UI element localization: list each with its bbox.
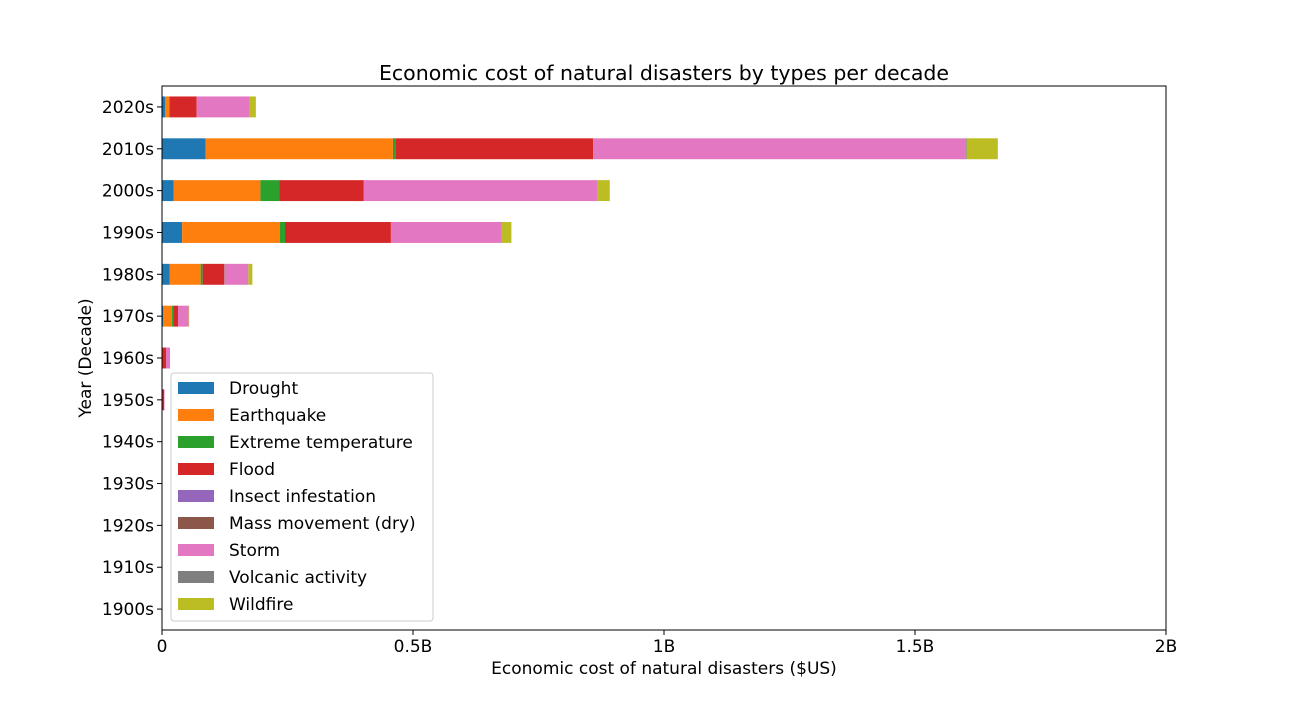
bar-segment (162, 347, 167, 369)
legend-swatch (178, 463, 214, 475)
legend-swatch (178, 571, 214, 583)
bar-segment (279, 222, 285, 243)
y-axis: 1900s 1910s 1920s 1930s 1940s 1950s 1960s 1970s… (102, 98, 162, 620)
bar-segment (173, 180, 261, 202)
legend-label: Volcanic activity (229, 568, 367, 588)
legend-label: Drought (229, 379, 298, 399)
bar-segment (966, 138, 998, 160)
chart-title: Economic cost of natural disasters by ty… (379, 61, 949, 85)
y-tick-label: 1940s (102, 433, 154, 453)
bar-segment (165, 96, 170, 118)
y-tick-label: 2020s (102, 98, 154, 118)
y-tick-label: 1900s (102, 600, 154, 620)
bar-segment (200, 263, 203, 285)
bar-segment (162, 389, 165, 411)
bar-segment (965, 138, 967, 160)
bar-segment (162, 222, 183, 243)
legend-swatch (178, 517, 214, 529)
x-axis: 0 0.5B 1B 1.5B 2B (157, 630, 1177, 657)
y-tick-label: 1960s (102, 349, 154, 369)
bar-segment (162, 263, 170, 285)
bar-segment (260, 180, 280, 202)
x-tick-label: 0 (157, 637, 168, 657)
bar-segment (501, 222, 512, 243)
legend-swatch (178, 409, 214, 421)
bar-segment (597, 180, 610, 202)
bar-segment (162, 180, 174, 202)
bars (162, 96, 998, 494)
x-tick-label: 1.5B (896, 637, 935, 657)
bar-segment (196, 96, 250, 118)
legend-swatch (178, 436, 214, 448)
bar-segment (182, 222, 280, 243)
bar-segment (178, 305, 189, 327)
x-tick-label: 2B (1155, 637, 1177, 657)
legend-frame (170, 372, 434, 622)
legend-items: Drought Earthquake Extreme temperature Floo… (178, 379, 416, 615)
bar-segment (224, 263, 225, 285)
bar-segment (166, 347, 171, 369)
legend-swatch (178, 490, 214, 502)
bar-segment (162, 138, 206, 160)
bar-segment (249, 96, 256, 118)
legend-label: Storm (229, 541, 280, 561)
bar-segment (173, 305, 179, 327)
bar-segment (279, 180, 364, 202)
y-tick-label: 1930s (102, 475, 154, 495)
bar-segment (169, 263, 201, 285)
legend-swatch (178, 382, 214, 394)
legend-label: Earthquake (229, 406, 326, 426)
legend: Drought Earthquake Extreme temperature Floo… (170, 372, 434, 622)
bar-segment (169, 96, 197, 118)
bar-segment (163, 305, 173, 327)
legend-label: Insect infestation (229, 487, 376, 507)
bar-segment (395, 138, 594, 160)
legend-swatch (178, 598, 214, 610)
bar-segment (164, 389, 165, 411)
legend-label: Extreme temperature (229, 433, 413, 453)
bar-segment (392, 138, 396, 160)
y-tick-label: 1920s (102, 516, 154, 536)
bar-segment (363, 180, 598, 202)
legend-label: Flood (229, 460, 275, 480)
bar-segment (501, 222, 502, 243)
y-tick-label: 1970s (102, 307, 154, 327)
x-axis-label: Economic cost of natural disasters ($US) (491, 659, 837, 679)
y-tick-label: 1990s (102, 223, 154, 243)
x-tick-label: 0.5B (394, 637, 433, 657)
y-tick-label: 1910s (102, 558, 154, 578)
legend-label: Mass movement (dry) (229, 514, 416, 534)
legend-swatch (178, 544, 214, 556)
y-tick-label: 1980s (102, 265, 154, 285)
x-tick-label: 1B (653, 637, 675, 657)
bar-segment (593, 138, 966, 160)
bar-segment (172, 305, 174, 327)
bar-segment (162, 96, 166, 118)
bar-segment (248, 263, 253, 285)
y-tick-label: 2010s (102, 140, 154, 160)
y-tick-label: 2000s (102, 182, 154, 202)
y-axis-label: Year (Decade) (76, 298, 96, 418)
legend-label: Wildfire (229, 595, 293, 615)
bar-segment (390, 222, 502, 243)
bar-segment (202, 263, 225, 285)
bar-segment (188, 305, 190, 327)
bar-segment (224, 263, 249, 285)
bar-segment (205, 138, 393, 160)
bar-segment (284, 222, 391, 243)
y-tick-label: 1950s (102, 391, 154, 411)
